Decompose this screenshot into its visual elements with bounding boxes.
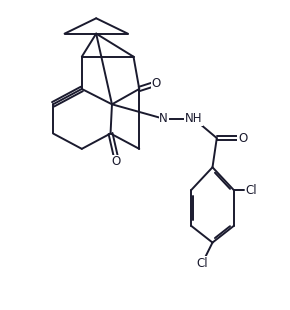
Text: Cl: Cl — [245, 184, 257, 197]
Text: O: O — [112, 155, 121, 168]
Text: Cl: Cl — [197, 257, 208, 270]
Text: O: O — [152, 77, 161, 90]
Text: NH: NH — [185, 112, 203, 125]
Text: N: N — [159, 112, 168, 125]
Text: O: O — [238, 132, 247, 144]
